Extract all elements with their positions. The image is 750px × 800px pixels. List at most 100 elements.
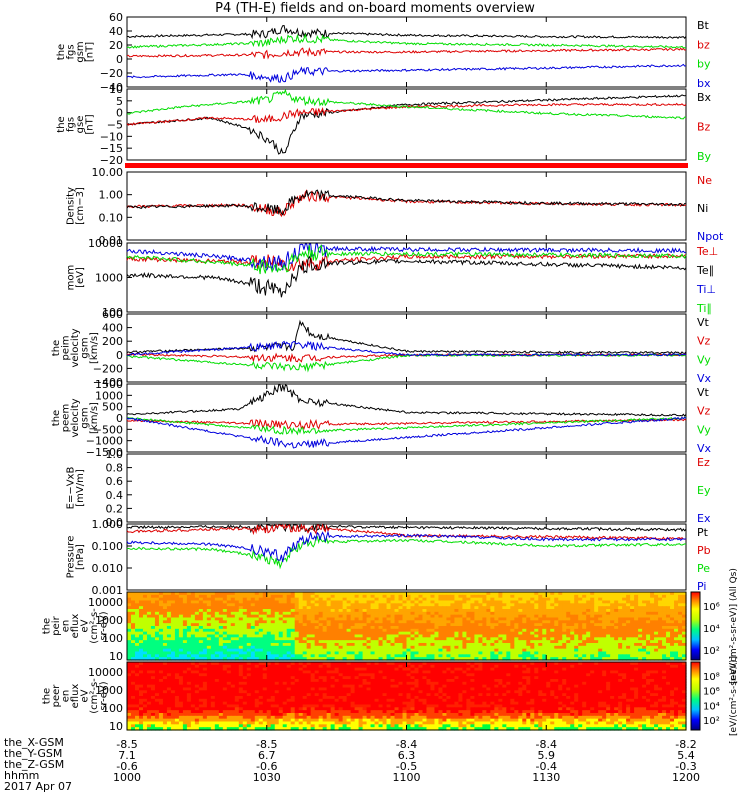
- spectrogram-cell: [258, 626, 264, 630]
- spectrogram-cell: [462, 676, 467, 680]
- spectrogram-cell: [538, 645, 543, 650]
- spectrogram-cell: [262, 667, 268, 672]
- spectrogram-cell: [214, 670, 220, 674]
- spectrogram-cell: [510, 679, 515, 683]
- spectrogram-cell: [654, 603, 659, 607]
- spectrogram-cell: [326, 597, 332, 602]
- spectrogram-cell: [246, 617, 252, 621]
- spectrogram-cell: [418, 681, 424, 686]
- spectrogram-cell: [442, 609, 448, 613]
- spectrogram-cell: [438, 673, 444, 677]
- spectrogram-cell: [406, 600, 412, 604]
- spectrogram-cell: [194, 670, 200, 674]
- spectrogram-cell: [490, 687, 495, 691]
- spectrogram-cell: [514, 676, 519, 680]
- spectrogram-cell: [350, 664, 356, 669]
- spectrogram-cell: [506, 628, 511, 633]
- spectrogram-cell: [506, 662, 511, 666]
- spectrogram-cell: [558, 592, 563, 596]
- spectrogram-cell: [170, 623, 176, 627]
- spectrogram-cell: [610, 662, 615, 666]
- spectrogram-cell: [314, 687, 320, 691]
- spectrogram-cell: [146, 676, 152, 680]
- spectrogram-cell: [434, 673, 440, 677]
- spectrogram-cell: [250, 592, 256, 596]
- spectrogram-cell: [582, 594, 587, 599]
- spectrogram-cell: [430, 640, 436, 644]
- spectrogram-cell: [390, 681, 396, 686]
- spectrogram-cell: [562, 643, 567, 647]
- spectrogram-cell: [242, 667, 248, 672]
- spectrogram-cell: [558, 617, 563, 621]
- spectrogram-cell: [430, 657, 436, 661]
- spectrogram-cell: [602, 670, 607, 674]
- spectrogram-cell: [178, 620, 184, 624]
- spectrogram-cell: [478, 681, 483, 686]
- spectrogram-cell: [486, 614, 491, 619]
- spectrogram-cell: [434, 611, 440, 616]
- spectrogram-cell: [422, 623, 428, 627]
- spectrogram-cell: [634, 606, 639, 610]
- spectrogram-cell: [574, 651, 579, 655]
- spectrogram-cell: [442, 684, 448, 689]
- spectrogram-cell: [466, 620, 471, 624]
- spectrogram-cell: [338, 681, 344, 686]
- spectrogram-cell: [562, 597, 567, 602]
- spectrogram-cell: [370, 631, 376, 636]
- spectrogram-cell: [130, 676, 136, 680]
- spectrogram-cell: [286, 640, 292, 644]
- spectrogram-cell: [406, 631, 412, 636]
- spectrogram-cell: [434, 657, 440, 661]
- spectrogram-cell: [638, 640, 643, 644]
- spectrogram-cell: [446, 664, 452, 669]
- spectrogram-cell: [378, 617, 384, 621]
- spectrogram-cell: [426, 631, 432, 636]
- spectrogram-cell: [390, 594, 396, 599]
- spectrogram-cell: [138, 651, 144, 655]
- spectrogram-cell: [362, 631, 368, 636]
- spectrogram-cell: [518, 617, 523, 621]
- spectrogram-cell: [138, 637, 144, 641]
- spectrogram-cell: [642, 651, 647, 655]
- spectrogram-cell: [466, 609, 471, 613]
- spectrogram-cell: [226, 640, 232, 644]
- spectrogram-cell: [366, 670, 372, 674]
- spectrogram-cell: [378, 631, 384, 636]
- spectrogram-cell: [542, 637, 547, 641]
- spectrogram-cell: [330, 673, 336, 677]
- spectrogram-cell: [542, 640, 547, 644]
- spectrogram-cell: [326, 620, 332, 624]
- spectrogram-cell: [362, 681, 368, 686]
- spectrogram-cell: [574, 670, 579, 674]
- spectrogram-cell: [214, 664, 220, 669]
- spectrogram-cell: [678, 637, 683, 641]
- spectrogram-cell: [478, 667, 483, 672]
- spectrogram-cell: [242, 648, 248, 653]
- panel-frame: [126, 453, 687, 523]
- spectrogram-cell: [490, 679, 495, 683]
- spectrogram-cell: [374, 631, 380, 636]
- spectrogram-cell: [590, 670, 595, 674]
- y-tick-label: −200: [93, 362, 123, 375]
- spectrogram-cell: [390, 597, 396, 602]
- spectrogram-cell: [366, 611, 372, 616]
- spectrogram-cell: [538, 631, 543, 636]
- spectrogram-cell: [242, 670, 248, 674]
- spectrogram-cell: [538, 684, 543, 689]
- spectrogram-cell: [322, 645, 328, 650]
- spectrogram-cell: [582, 634, 587, 638]
- spectrogram-cell: [566, 676, 571, 680]
- spectrogram-cell: [146, 657, 152, 661]
- spectrogram-cell: [602, 679, 607, 683]
- spectrogram-cell: [678, 667, 683, 672]
- spectrogram-cell: [430, 592, 436, 596]
- spectrogram-cell: [286, 600, 292, 604]
- series-Ti∥: [126, 244, 687, 275]
- spectrogram-cell: [550, 614, 555, 619]
- spectrogram-cell: [402, 617, 408, 621]
- spectrogram-cell: [410, 617, 416, 621]
- spectrogram-cell: [494, 664, 499, 669]
- spectrogram-cell: [330, 667, 336, 672]
- spectrogram-cell: [194, 637, 200, 641]
- spectrogram-cell: [282, 684, 288, 689]
